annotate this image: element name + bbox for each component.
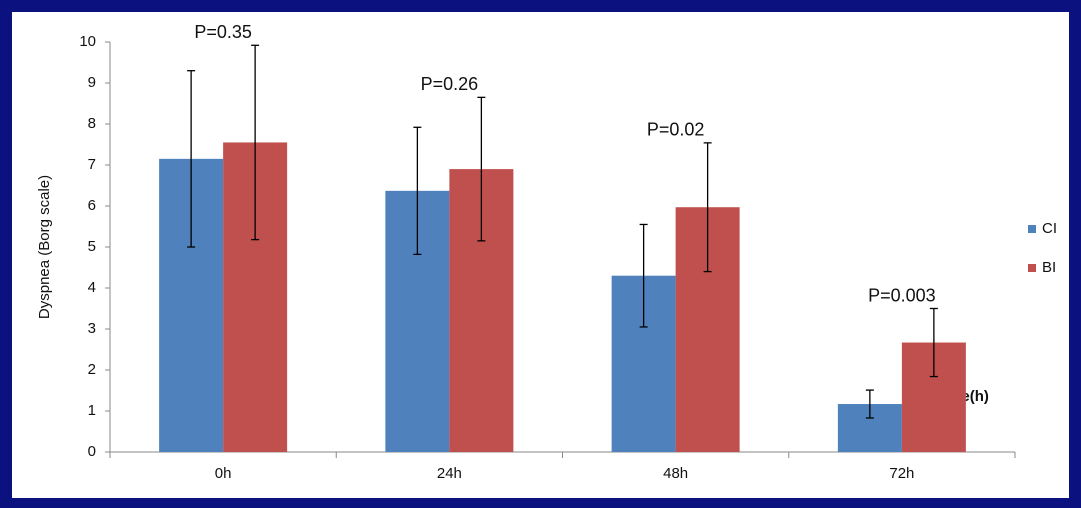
y-tick-label: 9 (88, 74, 96, 91)
y-tick-label: 3 (88, 320, 96, 337)
y-tick-label: 0 (88, 443, 96, 460)
p-value-annotation: P=0.02 (647, 120, 705, 140)
y-tick-label: 1 (88, 402, 96, 419)
y-tick-label: 6 (88, 197, 96, 214)
legend-label: CI (1042, 220, 1057, 237)
y-tick-label: 10 (79, 33, 96, 50)
legend-swatch (1028, 225, 1036, 233)
y-axis-label: Dyspnea (Borg scale) (36, 175, 53, 319)
legend-swatch (1028, 264, 1036, 272)
page: {"chart_data": {"type": "bar", "ylabel":… (0, 0, 1081, 508)
x-tick-label: 24h (437, 465, 462, 482)
chart: Dyspnea (Borg scale) Time(h) 01234567891… (0, 0, 1081, 508)
p-value-annotation: P=0.26 (421, 74, 479, 94)
p-value-annotation: P=0.35 (194, 22, 252, 42)
x-tick-label: 72h (889, 465, 914, 482)
p-value-annotation: P=0.003 (868, 285, 936, 305)
y-tick-label: 5 (88, 238, 96, 255)
legend-label: BI (1042, 259, 1056, 276)
x-tick-label: 0h (215, 465, 232, 482)
y-tick-label: 8 (88, 115, 96, 132)
y-tick-label: 2 (88, 361, 96, 378)
y-tick-label: 7 (88, 156, 96, 173)
y-tick-label: 4 (88, 279, 96, 296)
x-tick-label: 48h (663, 465, 688, 482)
